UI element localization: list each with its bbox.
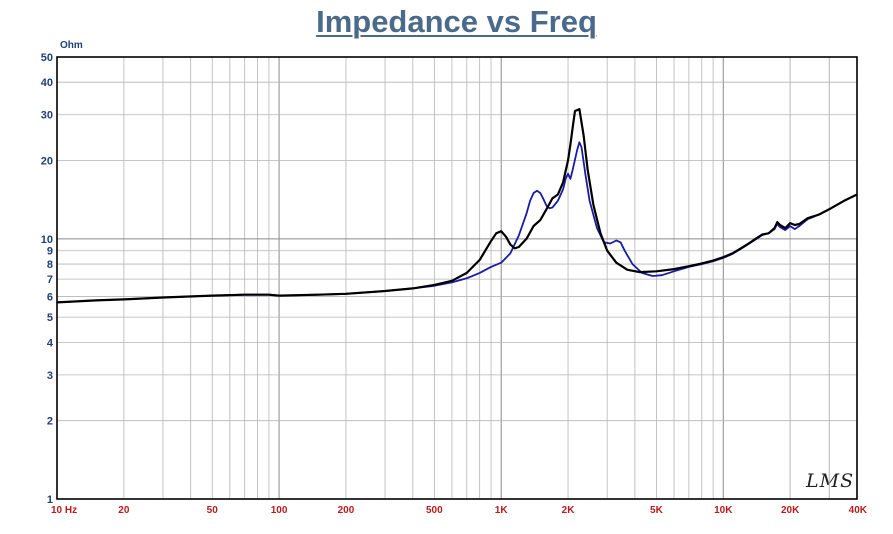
x-tick-label: 1K (495, 505, 509, 516)
x-tick-label: 200 (338, 505, 355, 516)
x-tick-label: 5K (650, 505, 664, 516)
x-tick-label: 2K (562, 505, 576, 516)
y-tick-label: 20 (41, 156, 53, 168)
y-tick-label: 5 (47, 312, 53, 324)
y-tick-label: 7 (47, 274, 53, 286)
chart-title: Impedance vs Freq (316, 4, 597, 39)
y-tick-label: 4 (47, 337, 54, 349)
y-tick-label: 30 (41, 110, 53, 122)
x-tick-label: 40K (849, 505, 868, 516)
x-tick-label: 20K (781, 505, 800, 516)
y-tick-label: 10 (41, 234, 53, 246)
y-tick-label: 50 (41, 52, 53, 64)
y-tick-label: 40 (41, 77, 53, 89)
x-tick-label: 100 (271, 505, 288, 516)
series-line-1 (56, 108, 858, 304)
x-tick-label: 50 (207, 505, 219, 516)
x-tick-label: 20 (118, 505, 130, 516)
y-tick-label: 6 (47, 292, 53, 304)
y-axis-unit-label: Ohm (60, 40, 83, 51)
y-tick-label: 2 (47, 416, 53, 428)
plot-frame (56, 56, 858, 500)
impedance-curves (56, 108, 858, 304)
x-tick-label: 10 Hz (51, 505, 77, 516)
x-tick-label: 10K (714, 505, 733, 516)
x-tick-labels: 10 Hz 20 50 100 200 500 1K 2K 5K 10K 20K 40K (51, 505, 868, 516)
x-tick-label: 500 (426, 505, 443, 516)
y-tick-label: 1 (47, 494, 53, 506)
y-tick-label: 3 (47, 370, 53, 382)
y-tick-label: 8 (47, 259, 53, 271)
y-tick-label: 9 (47, 246, 53, 258)
